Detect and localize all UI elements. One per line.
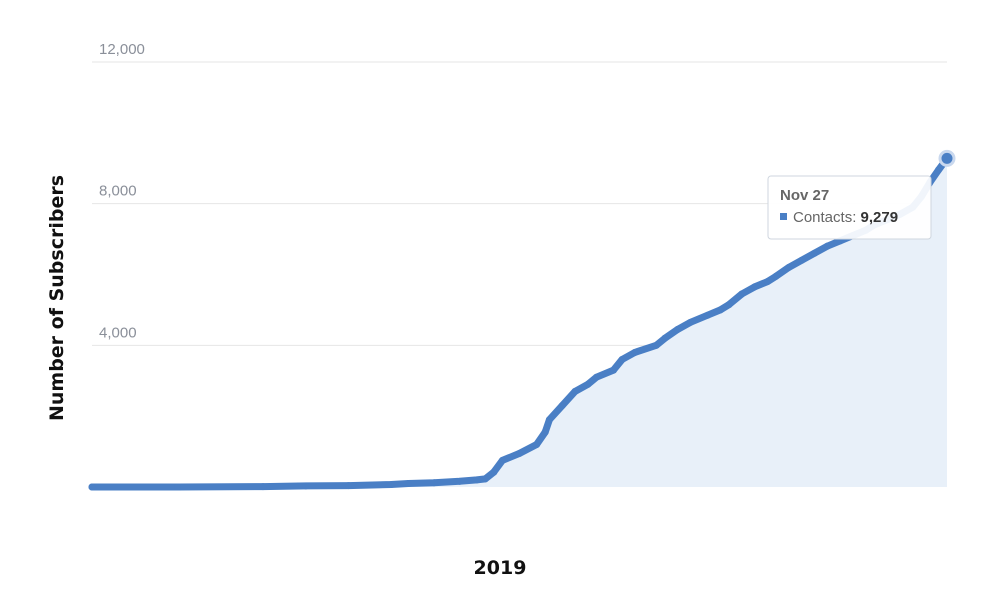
data-point[interactable] xyxy=(661,334,669,342)
data-point[interactable] xyxy=(490,468,498,476)
x-axis-title: 2019 xyxy=(474,557,527,579)
y-tick-label: 8,000 xyxy=(99,183,137,200)
y-axis-title: Number of Subscribers xyxy=(46,175,68,421)
data-point[interactable] xyxy=(387,481,395,489)
tooltip-date: Nov 27 xyxy=(780,187,829,204)
contacts-area xyxy=(92,158,947,487)
data-point[interactable] xyxy=(481,475,489,483)
tooltip-series-marker xyxy=(780,213,787,220)
data-point[interactable] xyxy=(763,278,771,286)
data-point[interactable] xyxy=(345,482,352,490)
data-point[interactable] xyxy=(618,356,626,363)
data-point[interactable] xyxy=(751,283,759,291)
data-point[interactable] xyxy=(592,373,600,381)
data-point[interactable] xyxy=(259,483,267,491)
y-axis-ticks: 4,000 8,000 12,000 xyxy=(99,41,145,341)
data-point[interactable] xyxy=(772,272,780,280)
data-point[interactable] xyxy=(584,380,592,388)
data-point[interactable] xyxy=(473,476,481,484)
data-point[interactable] xyxy=(545,416,553,424)
tooltip: Nov 27 Contacts: 9,279 xyxy=(767,175,932,240)
data-point[interactable] xyxy=(498,456,506,464)
data-point[interactable] xyxy=(456,477,464,485)
data-point[interactable] xyxy=(541,428,549,436)
data-point[interactable] xyxy=(631,348,639,356)
data-point[interactable] xyxy=(810,249,818,257)
tooltip-box xyxy=(767,175,932,240)
data-point[interactable] xyxy=(823,242,831,250)
data-point[interactable] xyxy=(716,306,724,314)
data-point[interactable] xyxy=(704,311,712,319)
data-point[interactable] xyxy=(302,482,310,490)
data-point[interactable] xyxy=(652,341,660,349)
data-point[interactable] xyxy=(674,325,682,333)
highlighted-point[interactable] xyxy=(938,149,956,167)
data-point[interactable] xyxy=(533,441,541,448)
data-point[interactable] xyxy=(798,256,806,264)
data-point[interactable] xyxy=(610,366,618,374)
tooltip-series-label: Contacts: xyxy=(793,209,861,226)
data-point[interactable] xyxy=(738,290,746,298)
data-point[interactable] xyxy=(516,449,523,457)
data-point[interactable] xyxy=(571,387,579,395)
tooltip-value: 9,279 xyxy=(861,209,899,226)
data-point[interactable] xyxy=(785,263,793,271)
tooltip-series-text: Contacts: 9,279 xyxy=(793,209,898,226)
y-tick-label: 12,000 xyxy=(99,41,145,58)
data-point[interactable] xyxy=(174,483,181,491)
data-point[interactable] xyxy=(88,483,96,491)
data-point[interactable] xyxy=(558,402,566,410)
data-point[interactable] xyxy=(725,301,733,309)
data-point[interactable] xyxy=(430,479,438,487)
data-point[interactable] xyxy=(404,479,412,487)
y-tick-label: 4,000 xyxy=(99,324,137,341)
data-point[interactable] xyxy=(934,166,942,174)
data-point[interactable] xyxy=(687,318,694,326)
